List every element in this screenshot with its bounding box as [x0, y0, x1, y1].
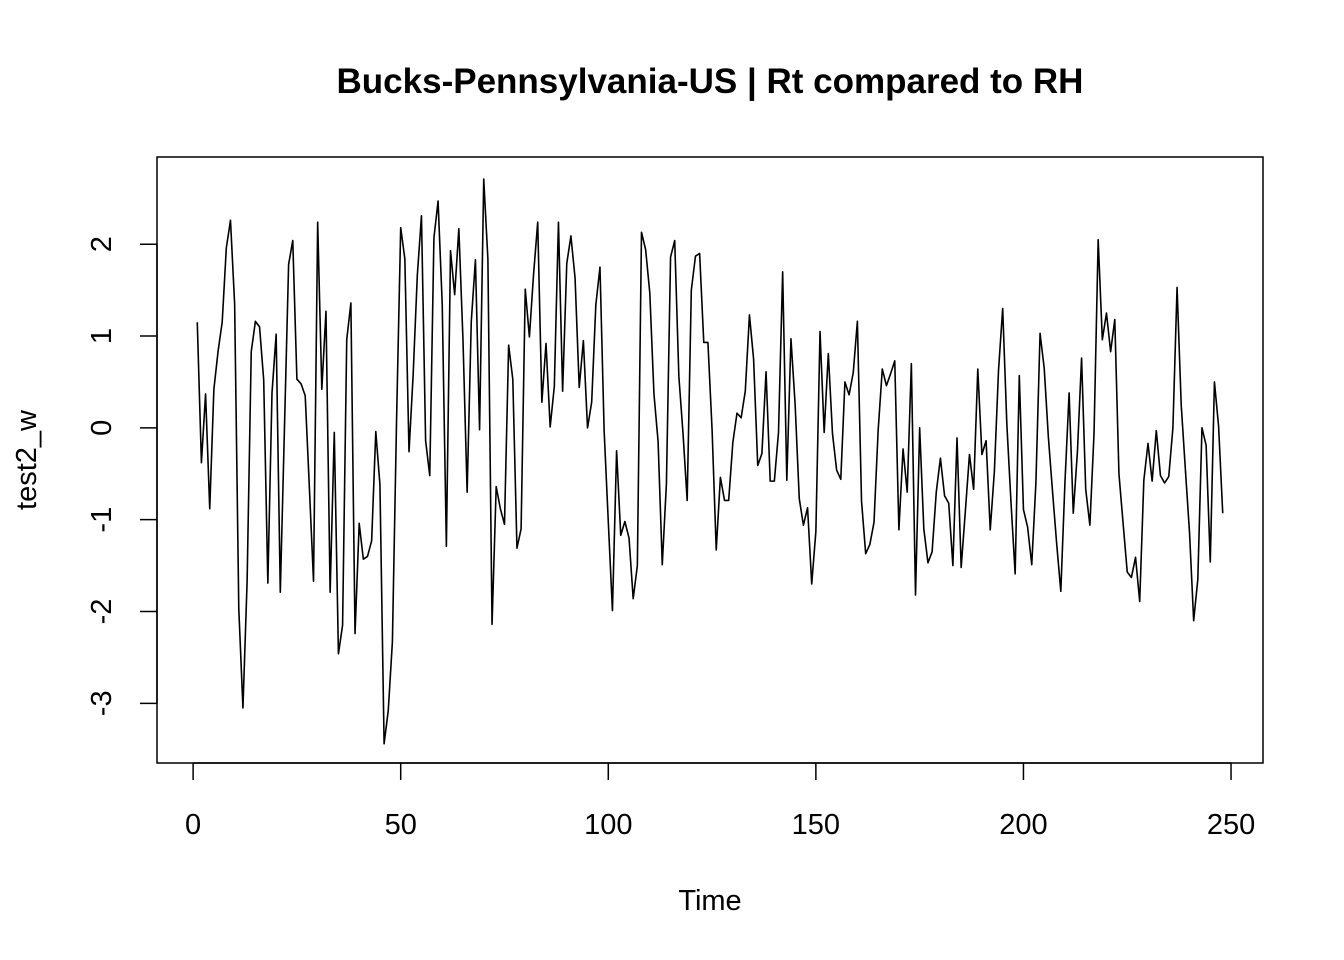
x-axis: 0 50 100 150 200 250 [185, 762, 1255, 841]
x-tick-label: 200 [999, 809, 1047, 841]
chart-title: Bucks-Pennsylvania-US | Rt compared to R… [337, 62, 1084, 101]
plot-frame [156, 156, 1264, 764]
y-tick-label: 2 [86, 236, 118, 252]
y-axis: -3 -2 -1 0 1 2 [86, 236, 158, 716]
y-tick-label: 1 [86, 328, 118, 344]
y-tick-label: -1 [86, 507, 118, 533]
x-tick-label: 100 [584, 809, 632, 841]
x-tick-label: 0 [185, 809, 201, 841]
x-tick-label: 50 [385, 809, 417, 841]
x-tick-label: 250 [1207, 809, 1255, 841]
x-axis-label: Time [678, 885, 741, 917]
y-tick-label: -3 [86, 690, 118, 716]
y-axis-label: test2_w [11, 409, 43, 510]
y-tick-label: -2 [86, 599, 118, 625]
x-tick-label: 150 [792, 809, 840, 841]
series-line-test2-w [196, 178, 1224, 745]
y-tick-label: 0 [86, 420, 118, 436]
